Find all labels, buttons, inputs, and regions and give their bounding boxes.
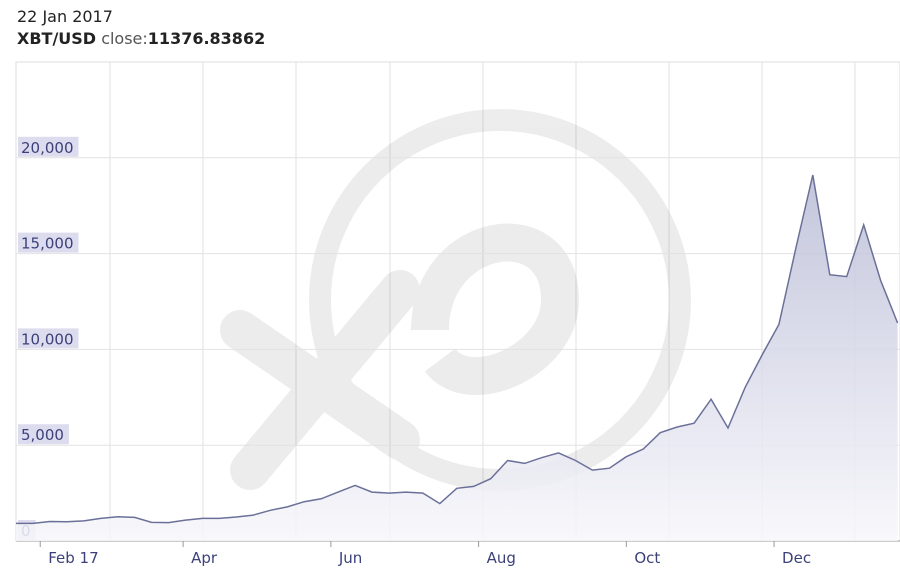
y-tick-box	[18, 424, 69, 445]
x-tick-label: Apr	[191, 549, 218, 567]
y-tick-label: 5,000	[21, 426, 64, 444]
close-value: 11376.83862	[147, 29, 266, 48]
pair: XBT/USD	[17, 29, 97, 48]
area	[16, 175, 898, 541]
line	[16, 174, 899, 525]
y-tick-box	[18, 328, 79, 349]
y-tick-label: 15,000	[21, 235, 74, 253]
close-label: close:	[101, 29, 148, 48]
watermark	[220, 109, 691, 491]
y-tick-label: 20,000	[21, 139, 74, 157]
x-tick-label: Feb 17	[48, 549, 98, 567]
x-tick-label: Jun	[338, 549, 362, 567]
date: 22 Jan 2017	[17, 7, 113, 26]
y-tick-box	[18, 136, 79, 157]
x-tick-label: Aug	[487, 549, 516, 567]
x-tick-label: Dec	[782, 549, 811, 567]
header: 22 Jan 2017 XBT/USD close:11376.83862	[17, 6, 265, 50]
y-tick-box	[18, 232, 79, 253]
x-tick-label: Oct	[634, 549, 660, 567]
y-tick-label: 10,000	[21, 330, 74, 348]
quote: XBT/USD close:11376.83862	[17, 28, 265, 50]
